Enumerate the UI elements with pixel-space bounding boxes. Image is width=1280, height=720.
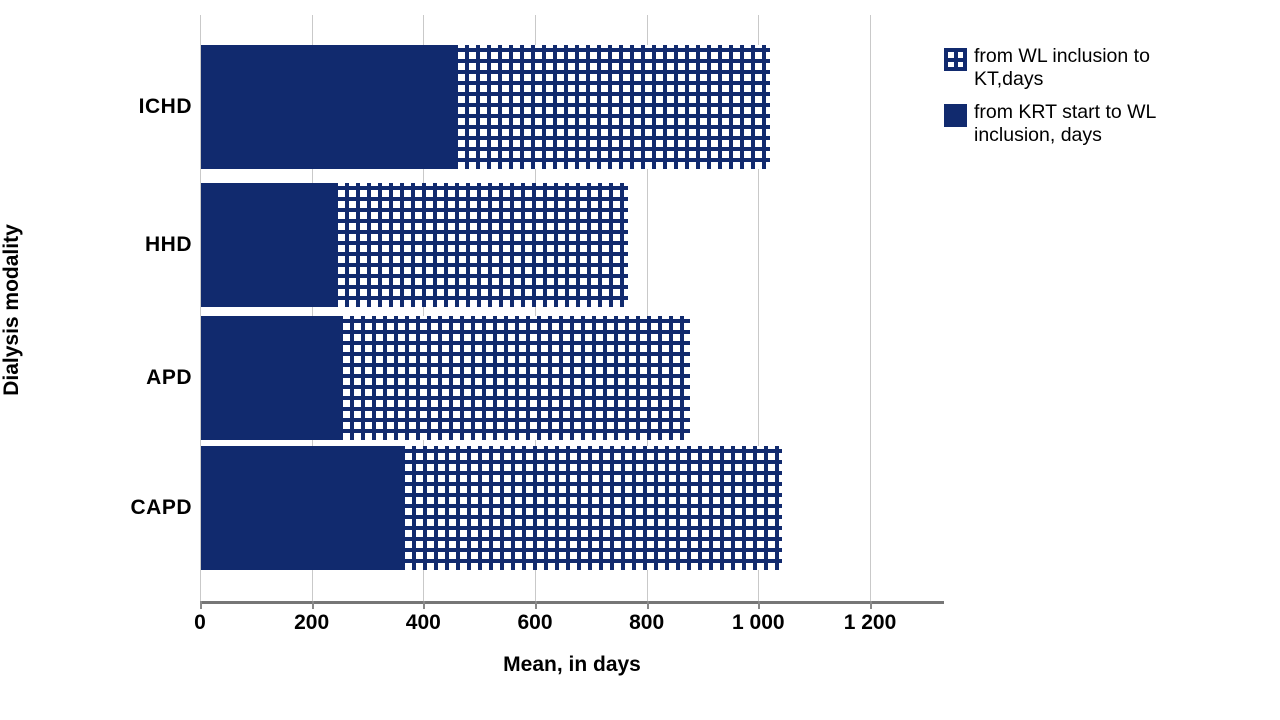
x-axis-tick-label: 1 000 — [732, 611, 785, 634]
legend-label: from WL inclusion to KT,days — [974, 45, 1150, 90]
y-category-label-hhd: HHD — [145, 233, 192, 256]
bar-segment-checkered-apd — [343, 316, 690, 440]
x-axis-line — [200, 601, 944, 604]
gridline — [870, 15, 871, 603]
x-axis-tick-label: 1 200 — [843, 611, 897, 634]
plot-area — [200, 15, 944, 603]
y-category-label-ichd: ICHD — [138, 95, 192, 118]
bar-segment-checkered-capd — [404, 446, 782, 570]
gridline — [423, 15, 425, 603]
x-axis-tick — [311, 601, 314, 609]
x-axis-tick — [870, 601, 872, 609]
x-axis-tick-label: 200 — [294, 611, 330, 634]
bar-segment-solid-ichd — [201, 45, 458, 169]
bar-segment-solid-capd — [201, 446, 405, 570]
gridline — [311, 15, 313, 603]
gridline — [200, 15, 201, 603]
gridline — [758, 15, 760, 603]
x-axis-tick-label: 600 — [517, 611, 553, 634]
gridline — [535, 15, 536, 603]
legend-item: from WL inclusion to KT,days — [944, 45, 1234, 91]
x-axis-title: Mean, in days — [503, 653, 641, 676]
bar-segment-checkered-ichd — [457, 45, 771, 169]
x-axis-tick — [200, 601, 202, 609]
solid-swatch-icon — [944, 104, 967, 127]
x-axis-tick — [758, 601, 761, 609]
legend-label: from KRT start to WL inclusion, days — [974, 101, 1156, 146]
legend: from WL inclusion to KT,days from KRT sta… — [944, 45, 1234, 157]
y-axis-title: Dialysis modality — [0, 224, 23, 396]
y-category-label-apd: APD — [146, 366, 192, 389]
bar-segment-solid-hhd — [201, 183, 338, 307]
legend-item: from KRT start to WL inclusion, days — [944, 101, 1234, 147]
checkered-swatch-icon — [944, 48, 967, 71]
x-axis-tick-label: 800 — [629, 611, 665, 634]
y-category-label-capd: CAPD — [130, 496, 192, 519]
x-axis-tick — [646, 601, 649, 609]
bar-segment-solid-apd — [201, 316, 344, 440]
gridline — [646, 15, 648, 603]
x-axis-tick — [535, 601, 537, 609]
x-axis-tick — [423, 601, 426, 609]
x-axis-tick-label: 400 — [405, 611, 441, 634]
x-axis-tick-label: 0 — [194, 611, 206, 634]
bar-segment-checkered-hhd — [337, 183, 629, 307]
